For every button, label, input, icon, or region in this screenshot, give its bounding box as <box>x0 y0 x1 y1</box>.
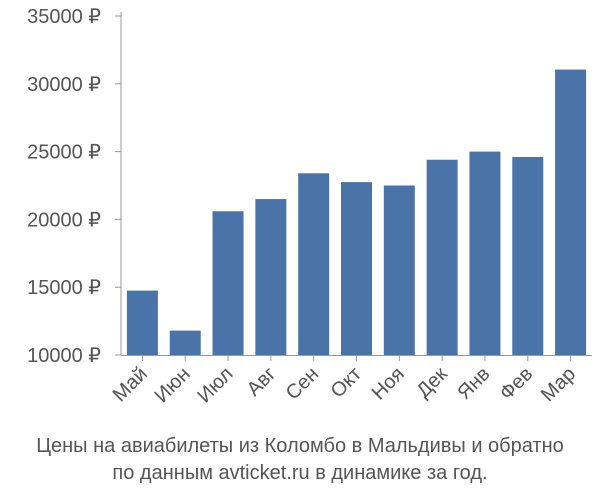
x-tick-label: Окт <box>327 363 366 402</box>
x-tick-label: Дек <box>412 363 451 402</box>
bar <box>169 330 201 355</box>
chart-caption-line-2: по данным avticket.ru в динамике за год. <box>112 462 488 484</box>
bar <box>212 211 244 355</box>
x-tick-label: Май <box>109 363 152 406</box>
y-tick-label: 30000 ₽ <box>27 74 101 96</box>
bar <box>126 290 158 355</box>
y-axis: 35000 ₽ 30000 ₽ 25000 ₽ 20000 ₽ 15000 ₽ 10000… <box>27 6 122 367</box>
y-tick-label: 25000 ₽ <box>27 142 101 164</box>
bar <box>383 185 415 355</box>
x-tick-label: Фев <box>496 363 538 405</box>
y-tick-label: 35000 ₽ <box>27 6 101 28</box>
bar <box>555 69 587 355</box>
y-tick-label: 20000 ₽ <box>27 209 101 231</box>
x-tick-label: Ноя <box>368 363 409 404</box>
bar <box>298 173 330 355</box>
price-bar-chart: 35000 ₽ 30000 ₽ 25000 ₽ 20000 ₽ 15000 ₽ 10000… <box>27 6 592 407</box>
bars <box>126 69 587 355</box>
bar <box>426 159 458 355</box>
bar <box>255 199 287 355</box>
x-tick-label: Янв <box>453 363 494 404</box>
chart-caption-line-1: Цены на авиабилеты из Коломбо в Мальдивы… <box>36 435 564 457</box>
x-tick-label: Июл <box>193 363 237 407</box>
bar <box>469 151 501 355</box>
x-tick-label: Июн <box>151 363 195 407</box>
y-tick-label: 15000 ₽ <box>27 277 101 299</box>
x-tick-label: Сен <box>282 363 323 404</box>
x-tick-label: Авг <box>243 363 281 401</box>
x-tick-label: Мар <box>537 363 580 406</box>
bar <box>341 182 372 355</box>
y-tick-label: 10000 ₽ <box>27 345 101 367</box>
bar <box>512 157 544 355</box>
